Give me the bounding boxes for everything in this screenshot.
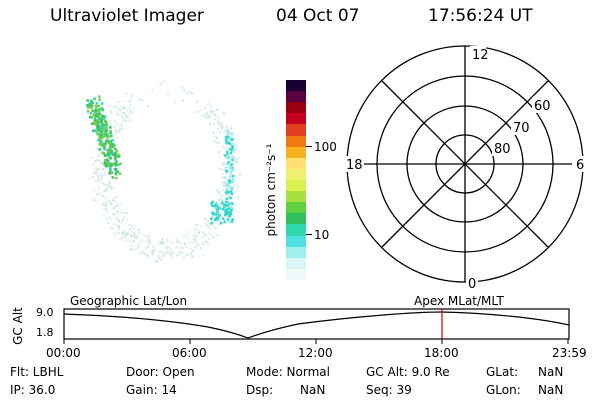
info-glat-label: GLat: bbox=[486, 365, 519, 379]
info-mode: Mode: Normal bbox=[246, 365, 330, 379]
colorbar-band bbox=[286, 168, 306, 180]
x-tick-2359: 23:59 bbox=[552, 346, 587, 360]
colorbar-band bbox=[286, 113, 306, 125]
orbit-plot bbox=[63, 308, 570, 344]
info-gc-alt: GC Alt: 9.0 Re bbox=[366, 365, 450, 379]
info-gain: Gain: 14 bbox=[126, 383, 177, 397]
polar-grid: 12 18 6 0 60 70 80 bbox=[342, 45, 586, 292]
info-glon-value: NaN bbox=[538, 383, 564, 397]
colorbar-band bbox=[286, 235, 306, 247]
colorbar-band bbox=[286, 91, 306, 103]
colorbar-band bbox=[286, 80, 306, 92]
colorbar-band bbox=[286, 135, 306, 147]
colorbar-band bbox=[286, 246, 306, 258]
orbit-plot-frame bbox=[63, 308, 570, 340]
colorbar-band bbox=[286, 157, 306, 169]
x-tick-1800: 18:00 bbox=[424, 346, 459, 360]
colorbar-tick-10 bbox=[306, 234, 312, 235]
mlt-label-right: 6 bbox=[576, 158, 584, 173]
colorbar-band bbox=[286, 268, 306, 280]
lower-right-title: Apex MLat/MLT bbox=[414, 294, 504, 308]
info-filter: Flt: LBHL bbox=[10, 365, 64, 379]
y-axis-label: GC Alt bbox=[11, 307, 25, 345]
auroral-image bbox=[85, 80, 241, 263]
info-glat-value: NaN bbox=[538, 365, 564, 379]
colorbar-band bbox=[286, 146, 306, 158]
colorbar bbox=[286, 80, 306, 280]
polar-diagonal-2 bbox=[381, 80, 549, 248]
info-dsp-label: Dsp: bbox=[246, 383, 274, 397]
mlt-label-left: 18 bbox=[346, 158, 363, 173]
app-title: Ultraviolet Imager bbox=[50, 6, 204, 26]
colorbar-band bbox=[286, 224, 306, 236]
altitude-curve bbox=[63, 311, 570, 339]
lat-label-60: 60 bbox=[534, 99, 551, 114]
mlt-label-top: 12 bbox=[472, 48, 489, 63]
time-label: 17:56:24 UT bbox=[428, 6, 533, 26]
colorbar-tick-label-100: 100 bbox=[314, 140, 337, 154]
x-tick-0000: 00:00 bbox=[46, 346, 81, 360]
colorbar-gradient bbox=[286, 80, 306, 280]
y-tick-top: 9.0 bbox=[36, 306, 54, 319]
colorbar-band bbox=[286, 179, 306, 192]
lat-label-70: 70 bbox=[513, 121, 530, 136]
info-glon-label: GLon: bbox=[486, 383, 521, 397]
y-tick-bottom: 1.8 bbox=[36, 326, 54, 339]
auroral-oval-emission bbox=[85, 80, 241, 263]
colorbar-band bbox=[286, 191, 306, 203]
colorbar-band bbox=[286, 202, 306, 214]
colorbar-tick-100 bbox=[306, 146, 312, 147]
colorbar-band bbox=[286, 213, 306, 225]
info-seq: Seq: 39 bbox=[366, 383, 412, 397]
info-ip: IP: 36.0 bbox=[10, 383, 56, 397]
x-tick-0600: 06:00 bbox=[172, 346, 207, 360]
date-label: 04 Oct 07 bbox=[276, 6, 360, 26]
mlt-label-bottom: 0 bbox=[468, 277, 476, 292]
lower-left-title: Geographic Lat/Lon bbox=[70, 294, 188, 308]
colorbar-tick-label-10: 10 bbox=[314, 228, 330, 242]
colorbar-unit-label: photon cm⁻²s⁻¹ bbox=[264, 143, 278, 237]
info-door: Door: Open bbox=[126, 365, 195, 379]
lat-label-80: 80 bbox=[494, 142, 511, 157]
x-tick-1200: 12:00 bbox=[298, 346, 333, 360]
colorbar-band bbox=[286, 124, 306, 136]
colorbar-band bbox=[286, 102, 306, 114]
info-dsp-value: NaN bbox=[300, 383, 326, 397]
colorbar-band bbox=[286, 257, 306, 269]
